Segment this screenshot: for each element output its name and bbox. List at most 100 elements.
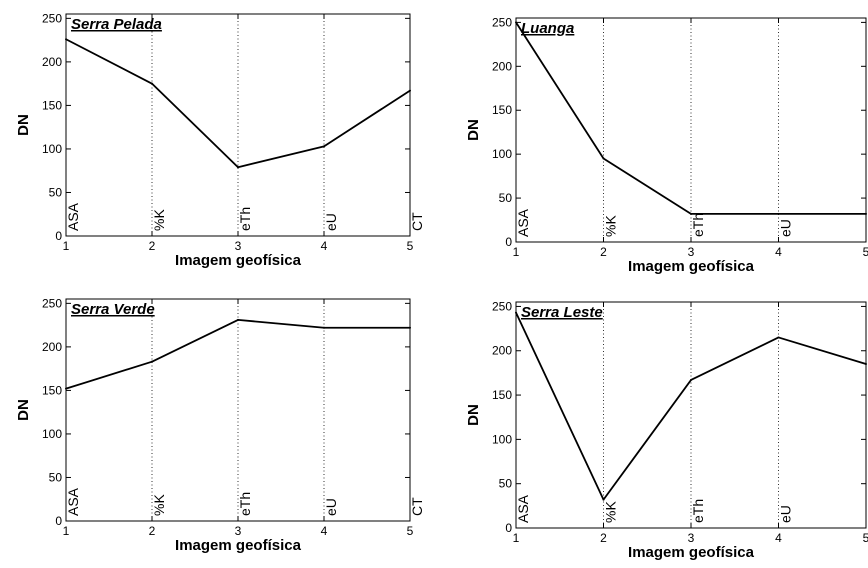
y-tick-label: 50 bbox=[49, 185, 63, 199]
y-tick-label: 0 bbox=[505, 521, 512, 535]
y-tick-label: 250 bbox=[42, 296, 62, 310]
series-line bbox=[65, 318, 410, 390]
y-tick-label: 200 bbox=[42, 340, 62, 354]
y-tick-label: 250 bbox=[492, 15, 512, 29]
y-tick-label: 150 bbox=[42, 383, 62, 397]
panel-title: Serra Leste bbox=[521, 304, 603, 321]
data-point bbox=[409, 326, 411, 329]
data-point bbox=[323, 145, 325, 148]
chart-panel-2: 0 50 100 150 200 250 1 2 3 4 5 Imagem geofísica DN Lu… bbox=[465, 15, 868, 275]
data-point bbox=[690, 378, 692, 381]
data-point bbox=[515, 311, 517, 314]
x-axis-title: Imagem geofísica bbox=[628, 258, 755, 275]
y-tick-label: 0 bbox=[55, 229, 62, 243]
category-label: %K bbox=[151, 494, 167, 516]
category-label: eU bbox=[778, 219, 794, 237]
y-axis-title: DN bbox=[15, 399, 32, 421]
x-tick-label: 5 bbox=[863, 531, 868, 545]
y-tick-label: 200 bbox=[492, 59, 512, 73]
chart-panel-1: 0 50 100 150 200 250 1 2 3 4 5 Imagem geofísica DN Se… bbox=[15, 11, 425, 269]
y-tick-label: 200 bbox=[492, 344, 512, 358]
x-tick-label: 4 bbox=[321, 239, 328, 253]
x-tick-label: 2 bbox=[149, 524, 156, 538]
y-tick-label: 150 bbox=[42, 98, 62, 112]
category-label: eU bbox=[778, 505, 794, 523]
y-tick-label: 100 bbox=[492, 432, 512, 446]
category-label: eTh bbox=[237, 207, 253, 231]
x-tick-label: 5 bbox=[863, 245, 868, 259]
x-tick-label: 3 bbox=[688, 531, 695, 545]
y-tick-label: 100 bbox=[42, 142, 62, 156]
category-label: CT bbox=[865, 218, 868, 237]
x-tick-label: 3 bbox=[688, 245, 695, 259]
x-tick-label: 2 bbox=[600, 245, 607, 259]
x-tick-label: 2 bbox=[600, 531, 607, 545]
y-tick-label: 200 bbox=[42, 55, 62, 69]
data-point bbox=[323, 326, 325, 329]
category-label: CT bbox=[409, 497, 425, 516]
plot-frame bbox=[65, 298, 411, 522]
data-point bbox=[777, 336, 780, 339]
data-point bbox=[515, 21, 517, 24]
x-tick-label: 3 bbox=[235, 524, 242, 538]
x-tick-label: 3 bbox=[235, 239, 242, 253]
x-tick-label: 1 bbox=[63, 524, 70, 538]
y-tick-label: 50 bbox=[49, 470, 63, 484]
x-axis-title: Imagem geofísica bbox=[175, 537, 302, 554]
category-label: ASA bbox=[65, 487, 81, 516]
data-point bbox=[777, 212, 780, 215]
y-tick-label: 0 bbox=[55, 514, 62, 528]
category-label: %K bbox=[603, 501, 619, 523]
y-tick-label: 100 bbox=[492, 147, 512, 161]
chart-panel-3: 0 50 100 150 200 250 1 2 3 4 5 Imagem geofísica DN Se… bbox=[15, 296, 425, 554]
x-tick-label: 4 bbox=[775, 245, 782, 259]
data-point bbox=[237, 318, 239, 321]
x-tick-label: 1 bbox=[513, 245, 520, 259]
category-label: eTh bbox=[237, 492, 253, 516]
category-label: %K bbox=[151, 209, 167, 231]
y-tick-label: 50 bbox=[499, 191, 513, 205]
x-tick-label: 4 bbox=[775, 531, 782, 545]
category-label: CT bbox=[865, 504, 868, 523]
y-tick-label: 150 bbox=[492, 388, 512, 402]
y-tick-label: 250 bbox=[42, 11, 62, 25]
x-tick-label: 5 bbox=[407, 524, 414, 538]
category-label: eU bbox=[323, 498, 339, 516]
x-axis-title: Imagem geofísica bbox=[628, 544, 755, 561]
category-label: eU bbox=[323, 213, 339, 231]
x-axis-title: Imagem geofísica bbox=[175, 252, 302, 269]
y-tick-label: 100 bbox=[42, 427, 62, 441]
x-tick-label: 5 bbox=[407, 239, 414, 253]
y-tick-label: 150 bbox=[492, 103, 512, 117]
data-point bbox=[65, 38, 67, 41]
panel-title: Serra Verde bbox=[71, 301, 155, 318]
data-point bbox=[865, 363, 867, 366]
data-point bbox=[602, 157, 605, 160]
data-point bbox=[690, 212, 692, 215]
y-tick-label: 250 bbox=[492, 299, 512, 313]
data-point bbox=[237, 166, 239, 169]
series-line bbox=[65, 38, 411, 169]
data-point bbox=[409, 89, 411, 92]
x-tick-label: 1 bbox=[513, 531, 520, 545]
y-axis-title: DN bbox=[465, 404, 482, 426]
data-point bbox=[151, 82, 153, 85]
y-tick-label: 50 bbox=[499, 477, 513, 491]
category-label: eTh bbox=[690, 213, 706, 237]
category-label: ASA bbox=[65, 202, 81, 231]
series-line bbox=[515, 21, 866, 215]
panel-title: Luanga bbox=[521, 20, 574, 37]
x-tick-label: 1 bbox=[63, 239, 70, 253]
y-axis-title: DN bbox=[465, 119, 482, 141]
panel-title: Serra Pelada bbox=[71, 16, 162, 33]
chart-panel-4: 0 50 100 150 200 250 1 2 3 4 5 Imagem geofísica DN Se… bbox=[465, 299, 868, 561]
category-label: eTh bbox=[690, 499, 706, 523]
data-point bbox=[151, 360, 153, 363]
y-axis-title: DN bbox=[15, 114, 32, 136]
data-point bbox=[65, 387, 67, 390]
x-tick-label: 4 bbox=[321, 524, 328, 538]
category-label: CT bbox=[409, 212, 425, 231]
category-label: ASA bbox=[515, 494, 531, 523]
category-label: %K bbox=[603, 215, 619, 237]
